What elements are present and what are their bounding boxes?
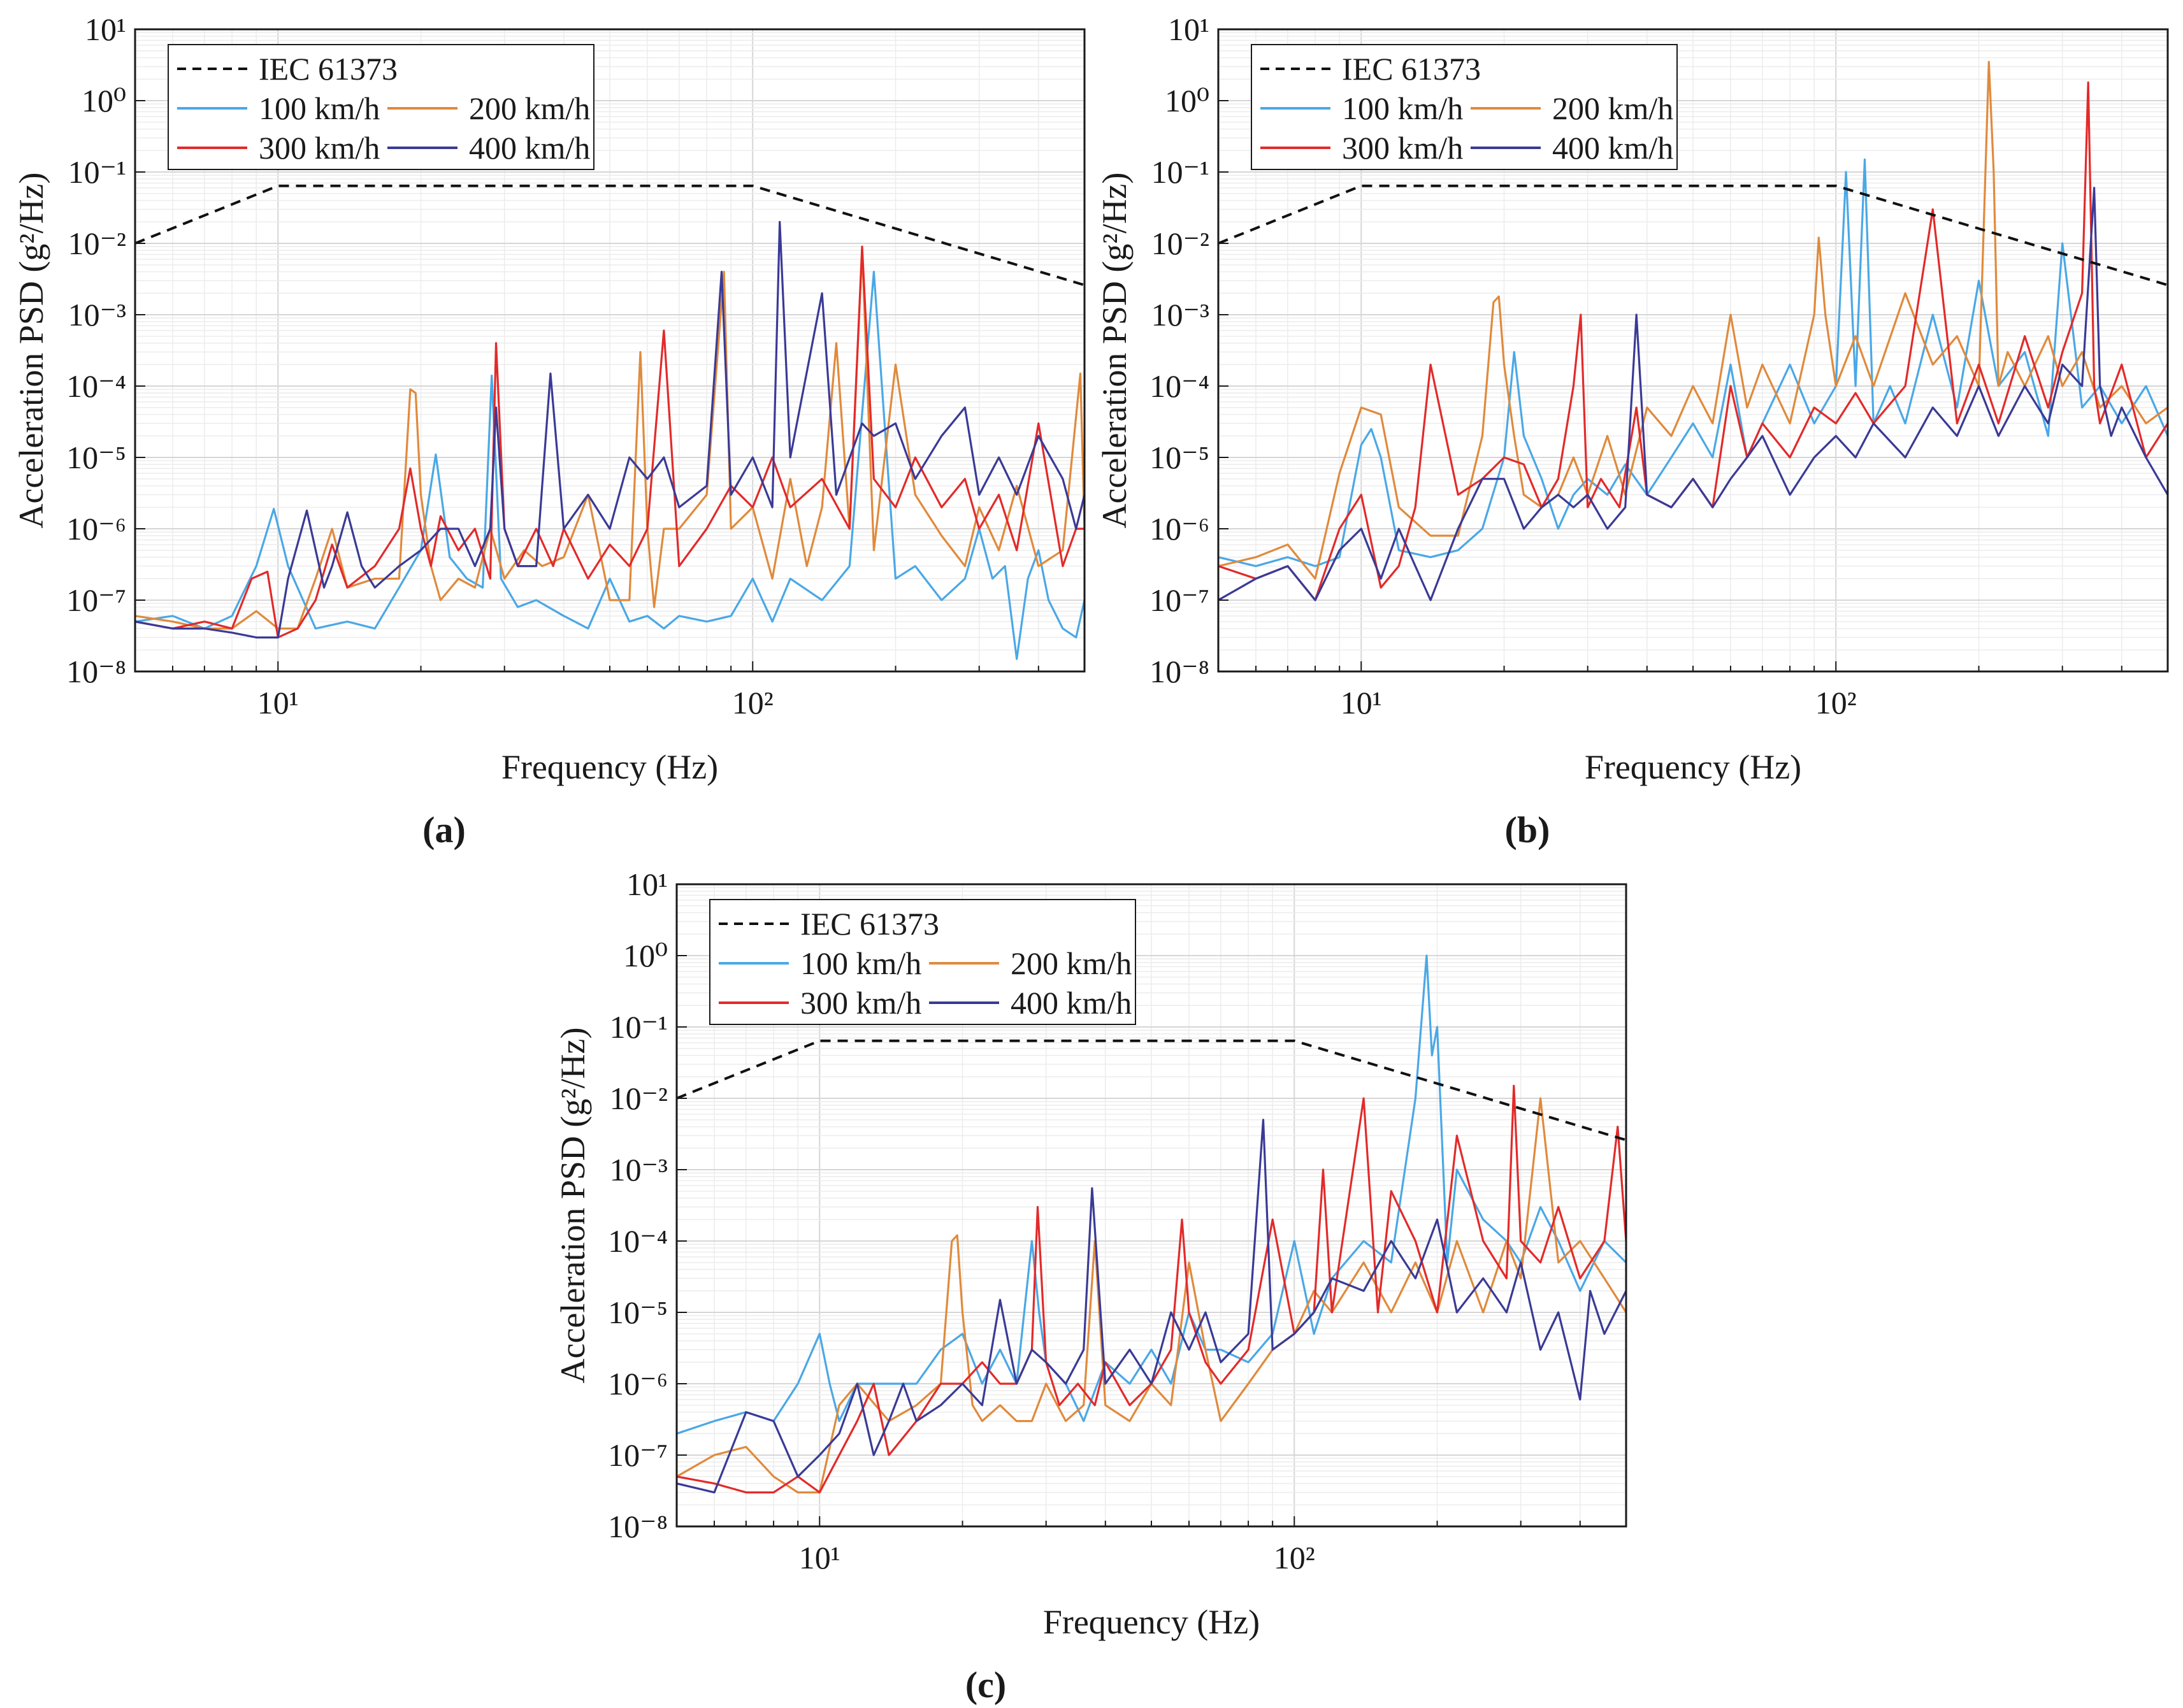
y-tick-label: 10⁰ <box>623 938 668 973</box>
y-tick-label: 10⁻⁷ <box>1149 582 1209 618</box>
y-tick-label: 10⁻³ <box>610 1152 668 1188</box>
series-line-200-km-h <box>677 1097 1626 1494</box>
panel-label: (a) <box>422 809 466 850</box>
series-line-400-km-h <box>677 1119 1626 1494</box>
y-tick-label: 10⁻⁴ <box>66 368 126 404</box>
y-tick-label: 10⁻⁷ <box>608 1437 668 1473</box>
tick-labels: 10¹ 10² 10⁻⁸ 10⁻⁷ 10⁻⁶ 10⁻⁵ 10⁻⁴ 10⁻³ 10⁻² 10⁻¹ 10… <box>608 866 1315 1575</box>
legend-label-iec-61373: IEC 61373 <box>259 51 398 87</box>
x-tick-label: 10² <box>732 685 774 721</box>
y-tick-label: 10⁻⁵ <box>66 440 126 475</box>
ticks <box>134 29 1085 672</box>
y-axis-label: Acceleration PSD (g²/Hz) <box>1095 172 1134 528</box>
series-line-400-km-h <box>135 220 1084 639</box>
y-tick-label: 10¹ <box>626 866 668 902</box>
x-tick-label: 10¹ <box>1341 685 1382 721</box>
y-tick-label: 10⁻² <box>68 226 126 261</box>
y-tick-label: 10⁻⁸ <box>1149 654 1209 689</box>
panel-label: (c) <box>965 1664 1006 1705</box>
y-tick-label: 10⁻¹ <box>610 1009 668 1045</box>
series-line-400-km-h <box>1218 187 2168 601</box>
x-axis-label: Frequency (Hz) <box>501 748 718 786</box>
legend-label-300-km-h: 300 km/h <box>1342 130 1463 166</box>
x-axis-label: Frequency (Hz) <box>1043 1603 1260 1641</box>
panel-label: (b) <box>1505 809 1550 850</box>
x-tick-label: 10¹ <box>799 1540 840 1575</box>
series-line-300-km-h <box>677 1084 1626 1494</box>
chart-panel-b: 10¹ 10² 10⁻⁸ 10⁻⁷ 10⁻⁶ 10⁻⁵ 10⁻⁴ 10⁻³ 10⁻² 10⁻¹ 10… <box>1095 11 2169 850</box>
y-tick-label: 10⁻¹ <box>68 154 126 190</box>
series-line-100-km-h <box>135 271 1084 660</box>
legend-label-iec-61373: IEC 61373 <box>1342 51 1481 87</box>
y-tick-label: 10⁻¹ <box>1151 154 1209 190</box>
y-tick-label: 10⁻² <box>610 1080 668 1116</box>
legend-label-300-km-h: 300 km/h <box>259 130 380 166</box>
legend-label-300-km-h: 300 km/h <box>800 985 921 1021</box>
y-tick-label: 10¹ <box>1168 11 1209 47</box>
x-tick-label: 10² <box>1274 1540 1315 1575</box>
series-line-iec-61373 <box>1218 184 2168 287</box>
legend-label-200-km-h: 200 km/h <box>1011 945 1132 981</box>
x-tick-label: 10¹ <box>257 685 299 721</box>
series-line-iec-61373 <box>135 184 1084 287</box>
series-group <box>677 954 1626 1494</box>
y-tick-label: 10⁻⁴ <box>1149 368 1209 404</box>
x-tick-label: 10² <box>1815 685 1857 721</box>
y-axis-label: Acceleration PSD (g²/Hz) <box>554 1027 592 1383</box>
tick-labels: 10¹ 10² 10⁻⁸ 10⁻⁷ 10⁻⁶ 10⁻⁵ 10⁻⁴ 10⁻³ 10⁻² 10⁻¹ 10… <box>66 11 774 721</box>
series-group <box>1218 61 2168 601</box>
y-tick-label: 10⁻⁵ <box>608 1295 668 1330</box>
tick-labels: 10¹ 10² 10⁻⁸ 10⁻⁷ 10⁻⁶ 10⁻⁵ 10⁻⁴ 10⁻³ 10⁻² 10⁻¹ 10… <box>1149 11 1857 721</box>
x-axis-label: Frequency (Hz) <box>1585 748 1801 786</box>
legend-label-400-km-h: 400 km/h <box>1011 985 1132 1021</box>
legend-label-100-km-h: 100 km/h <box>800 945 921 981</box>
legend-label-400-km-h: 400 km/h <box>469 130 590 166</box>
legend-label-400-km-h: 400 km/h <box>1552 130 1673 166</box>
legend-label-100-km-h: 100 km/h <box>1342 90 1463 126</box>
chart-panel-a: 10¹ 10² 10⁻⁸ 10⁻⁷ 10⁻⁶ 10⁻⁵ 10⁻⁴ 10⁻³ 10⁻² 10⁻¹ 10… <box>12 11 1086 850</box>
y-tick-label: 10⁰ <box>82 83 126 118</box>
legend-label-iec-61373: IEC 61373 <box>800 906 939 942</box>
y-tick-label: 10⁰ <box>1165 83 1209 118</box>
legend-label-200-km-h: 200 km/h <box>469 90 590 126</box>
y-tick-label: 10⁻⁶ <box>608 1366 668 1402</box>
legend-label-100-km-h: 100 km/h <box>259 90 380 126</box>
y-tick-label: 10⁻⁷ <box>66 582 126 618</box>
y-axis-label: Acceleration PSD (g²/Hz) <box>12 172 50 528</box>
y-tick-label: 10⁻³ <box>68 297 126 333</box>
series-line-200-km-h <box>1218 61 2168 580</box>
y-tick-label: 10⁻⁶ <box>1149 511 1209 547</box>
chart-panel-c: 10¹ 10² 10⁻⁸ 10⁻⁷ 10⁻⁶ 10⁻⁵ 10⁻⁴ 10⁻³ 10⁻² 10⁻¹ 10… <box>554 866 1627 1705</box>
series-line-300-km-h <box>135 245 1084 639</box>
series-group <box>135 184 1084 660</box>
series-line-iec-61373 <box>677 1039 1626 1142</box>
y-tick-label: 10⁻⁸ <box>608 1509 668 1544</box>
y-tick-label: 10⁻³ <box>1151 297 1209 333</box>
y-tick-label: 10¹ <box>85 11 126 47</box>
y-tick-label: 10⁻⁶ <box>66 511 126 547</box>
y-tick-label: 10⁻² <box>1151 226 1209 261</box>
y-tick-label: 10⁻⁵ <box>1149 440 1209 475</box>
ticks <box>676 884 1627 1527</box>
ticks <box>1218 29 2168 672</box>
y-tick-label: 10⁻⁴ <box>608 1223 668 1259</box>
legend-label-200-km-h: 200 km/h <box>1552 90 1673 126</box>
y-tick-label: 10⁻⁸ <box>66 654 126 689</box>
